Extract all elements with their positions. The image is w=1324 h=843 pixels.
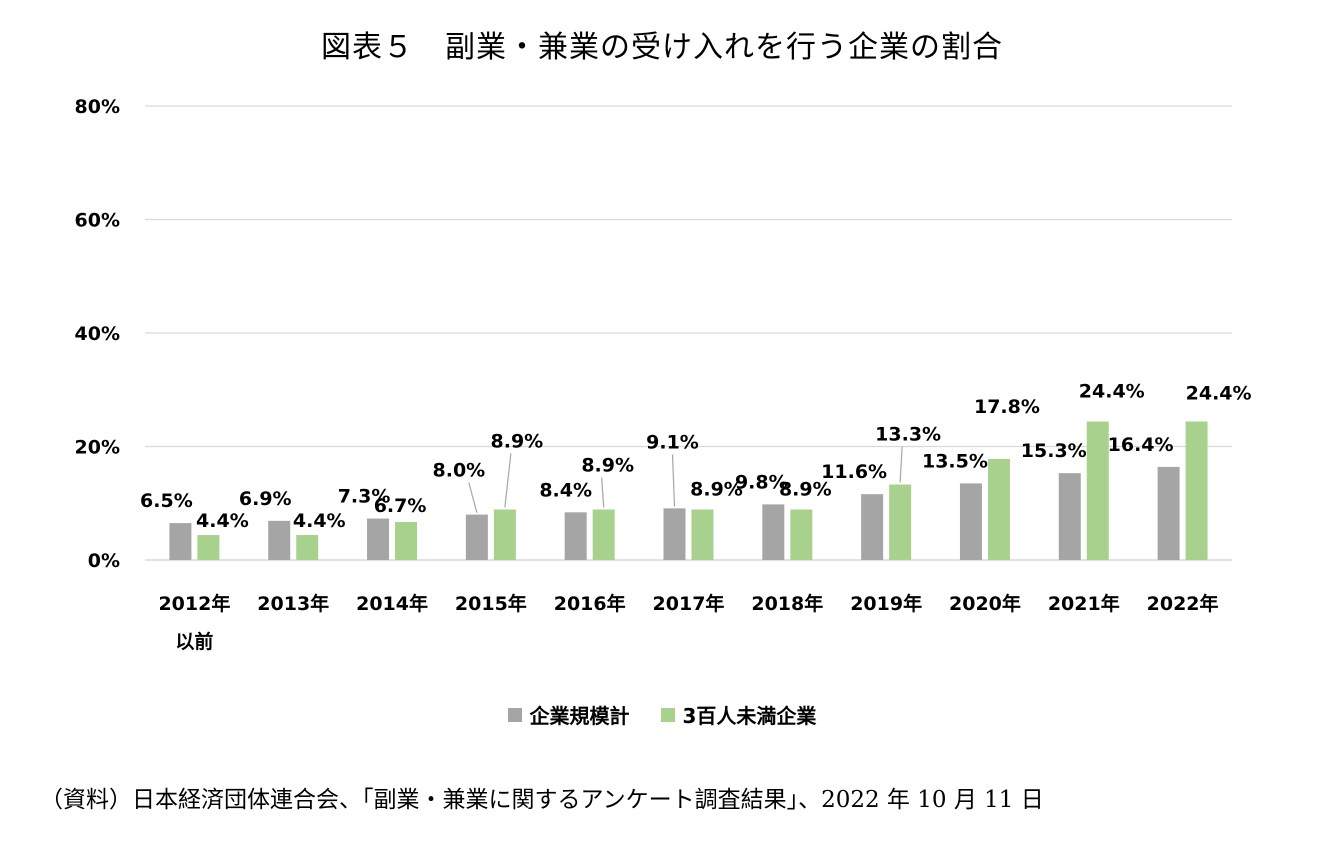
data-label-series1: 15.3% — [1021, 440, 1087, 462]
y-tick-label: 20% — [75, 437, 120, 459]
legend-swatch-series2 — [660, 707, 675, 722]
data-label-series2: 8.9% — [491, 430, 544, 452]
x-tick-label: 2015年 — [455, 592, 527, 615]
data-label-series1: 16.4% — [1108, 434, 1174, 456]
data-label-series2: 4.4% — [196, 510, 249, 532]
bar-series1 — [959, 483, 982, 560]
bar-series2 — [197, 535, 220, 560]
data-label-series2: 17.8% — [974, 396, 1040, 418]
data-label-series1: 8.0% — [433, 460, 486, 482]
data-label-series2: 4.4% — [293, 510, 346, 532]
bar-series2 — [1086, 421, 1109, 560]
bar-series1 — [465, 514, 488, 560]
bar-series2 — [296, 535, 319, 560]
data-label-series2: 13.3% — [875, 424, 941, 446]
bar-series2 — [493, 509, 516, 560]
x-tick-label: 以前 — [175, 630, 213, 653]
x-tick-label: 2012年 — [158, 592, 230, 615]
x-tick-label: 2020年 — [949, 592, 1021, 615]
y-tick-label: 80% — [75, 96, 120, 118]
bar-series2 — [395, 521, 418, 560]
data-label-series2: 8.9% — [779, 478, 832, 500]
legend: 企業規模計 3百人未満企業 — [0, 700, 1324, 729]
bar-series2 — [987, 458, 1010, 560]
x-tick-label: 2016年 — [554, 592, 626, 615]
y-tick-label: 40% — [75, 323, 120, 345]
leader-line — [504, 453, 512, 508]
data-label-series1: 8.4% — [539, 479, 592, 501]
bar-chart: 0%20%40%60%80%6.5%4.4%2012年以前6.9%4.4%201… — [75, 96, 1252, 653]
data-label-series1: 11.6% — [821, 461, 887, 483]
bar-series1 — [367, 518, 390, 560]
bar-series2 — [592, 509, 615, 560]
bar-series2 — [691, 509, 714, 560]
data-label-series1: 9.1% — [646, 431, 699, 453]
legend-item-series1: 企業規模計 — [507, 700, 630, 729]
data-label-series1: 6.5% — [140, 490, 193, 512]
source-note: （資料）日本経済団体連合会、「副業・兼業に関するアンケート調査結果」、2022 … — [40, 787, 1044, 813]
x-tick-label: 2021年 — [1048, 592, 1120, 615]
leader-line — [671, 454, 676, 507]
data-label-series2: 6.7% — [374, 495, 427, 517]
bar-series2 — [889, 484, 912, 560]
x-tick-label: 2014年 — [356, 592, 428, 615]
y-tick-label: 0% — [88, 550, 120, 572]
bar-series2 — [1185, 421, 1208, 560]
bar-series1 — [1157, 466, 1180, 560]
chart-title: 図表５ 副業・兼業の受け入れを行う企業の割合 — [321, 30, 1003, 65]
legend-label-series1: 企業規模計 — [529, 704, 630, 728]
x-tick-label: 2013年 — [257, 592, 329, 615]
data-label-series2: 8.9% — [581, 454, 634, 476]
bar-series1 — [169, 523, 192, 560]
x-tick-label: 2018年 — [751, 592, 823, 615]
bar-series1 — [268, 520, 291, 560]
x-tick-label: 2022年 — [1147, 592, 1219, 615]
y-tick-label: 60% — [75, 210, 120, 232]
data-label-series1: 7.3% — [338, 486, 391, 508]
data-label-series1: 9.8% — [735, 471, 788, 493]
leader-line — [899, 446, 903, 483]
data-label-series2: 8.9% — [690, 478, 743, 500]
data-label-series1: 6.9% — [239, 488, 292, 510]
bar-series2 — [790, 509, 813, 560]
data-label-series2: 24.4% — [1079, 381, 1145, 403]
bar-series1 — [564, 512, 587, 560]
leader-line — [468, 482, 478, 513]
bar-series1 — [1058, 473, 1081, 560]
bar-series1 — [663, 508, 686, 560]
bar-series1 — [861, 494, 884, 560]
legend-swatch-series1 — [507, 707, 522, 722]
legend-label-series2: 3百人未満企業 — [682, 704, 817, 728]
bar-series1 — [762, 504, 785, 560]
data-label-series1: 13.5% — [922, 450, 988, 472]
leader-line — [601, 477, 605, 508]
x-tick-label: 2019年 — [850, 592, 922, 615]
legend-item-series2: 3百人未満企業 — [660, 700, 817, 729]
x-tick-label: 2017年 — [653, 592, 725, 615]
data-label-series2: 24.4% — [1186, 383, 1252, 405]
